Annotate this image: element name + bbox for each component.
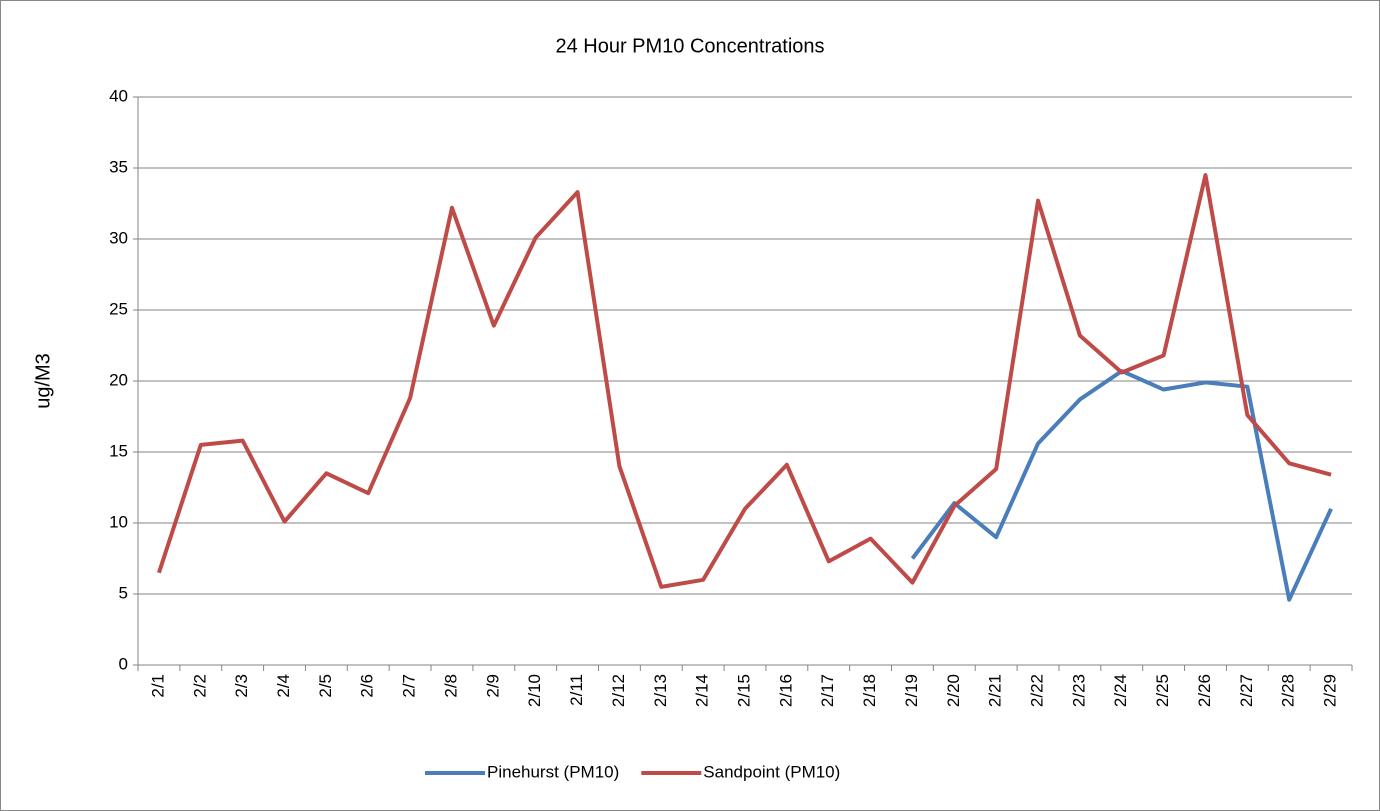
y-tick-label: 5 — [119, 583, 128, 602]
x-tick-label: 2/9 — [483, 674, 502, 698]
x-tick-label: 2/6 — [358, 674, 377, 698]
x-tick-label: 2/2 — [190, 674, 209, 698]
x-tick-label: 2/15 — [734, 674, 753, 707]
x-tick-label: 2/24 — [1111, 674, 1130, 707]
x-tick-label: 2/19 — [902, 674, 921, 707]
legend-label: Pinehurst (PM10) — [487, 762, 619, 781]
y-tick-label: 40 — [109, 86, 128, 105]
y-tick-label: 35 — [109, 157, 128, 176]
x-tick-label: 2/16 — [776, 674, 795, 707]
x-tick-label: 2/28 — [1279, 674, 1298, 707]
x-tick-label: 2/18 — [860, 674, 879, 707]
x-tick-label: 2/14 — [693, 674, 712, 707]
x-tick-label: 2/25 — [1153, 674, 1172, 707]
x-tick-label: 2/7 — [400, 674, 419, 698]
x-tick-label: 2/23 — [1069, 674, 1088, 707]
y-tick-label: 25 — [109, 299, 128, 318]
x-tick-label: 2/27 — [1237, 674, 1256, 707]
x-tick-label: 2/13 — [651, 674, 670, 707]
x-tick-label: 2/8 — [441, 674, 460, 698]
y-tick-label: 20 — [109, 370, 128, 389]
x-tick-label: 2/1 — [148, 674, 167, 698]
x-tick-label: 2/22 — [1028, 674, 1047, 707]
y-tick-label: 0 — [119, 654, 128, 673]
legend-label: Sandpoint (PM10) — [703, 762, 840, 781]
x-tick-label: 2/12 — [609, 674, 628, 707]
chart-title: 24 Hour PM10 Concentrations — [555, 35, 824, 57]
x-tick-label: 2/3 — [232, 674, 251, 698]
y-tick-label: 15 — [109, 441, 128, 460]
x-tick-label: 2/11 — [567, 674, 586, 706]
x-tick-label: 2/26 — [1195, 674, 1214, 707]
x-tick-label: 2/29 — [1321, 674, 1340, 707]
x-tick-label: 2/21 — [986, 674, 1005, 707]
x-tick-label: 2/10 — [525, 674, 544, 707]
x-tick-label: 2/5 — [316, 674, 335, 698]
x-tick-label: 2/4 — [274, 674, 293, 698]
y-axis-label: ug/M3 — [32, 353, 54, 409]
series-line — [157, 173, 1332, 589]
x-tick-label: 2/20 — [944, 674, 963, 707]
x-tick-label: 2/17 — [818, 674, 837, 707]
y-tick-label: 10 — [109, 512, 128, 531]
y-tick-label: 30 — [109, 228, 128, 247]
